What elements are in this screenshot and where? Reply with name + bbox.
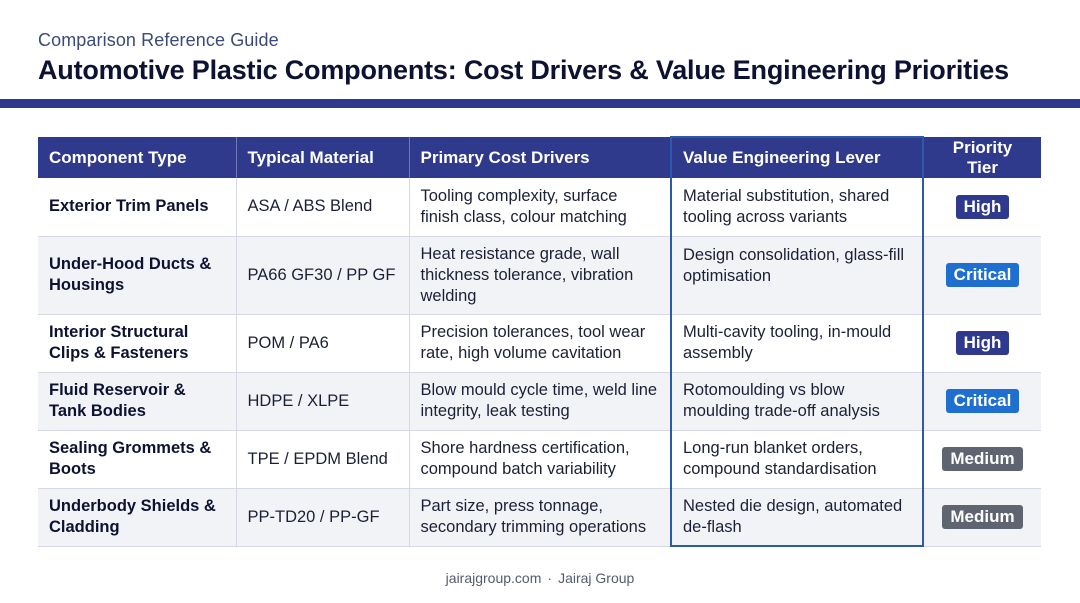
cell-component: Under-Hood Ducts & Housings	[38, 236, 237, 315]
cell-priority: High	[923, 178, 1041, 237]
priority-badge: High	[955, 331, 1010, 355]
cell-material: PA66 GF30 / PP GF	[236, 236, 410, 315]
cell-priority: Medium	[923, 488, 1041, 547]
table-row: Fluid Reservoir & Tank Bodies HDPE / XLP…	[38, 372, 1041, 431]
cell-cost-drivers: Heat resistance grade, wall thickness to…	[409, 236, 672, 315]
table-row: Under-Hood Ducts & Housings PA66 GF30 / …	[38, 236, 1041, 315]
cell-value-lever: Design consolidation, glass-fill optimis…	[670, 236, 924, 315]
cell-cost-drivers: Tooling complexity, surface finish class…	[409, 178, 672, 237]
cell-component: Underbody Shields & Cladding	[38, 488, 237, 547]
cell-cost-drivers: Part size, press tonnage, secondary trim…	[409, 488, 672, 547]
header-value-engineering-lever: Value Engineering Lever	[670, 136, 924, 178]
cell-material: PP-TD20 / PP-GF	[236, 488, 410, 547]
cell-component: Exterior Trim Panels	[38, 178, 237, 237]
table-row: Interior Structural Clips & Fasteners PO…	[38, 314, 1041, 373]
priority-badge: Medium	[942, 505, 1023, 529]
eyebrow-label: Comparison Reference Guide	[38, 30, 279, 50]
cell-cost-drivers: Precision tolerances, tool wear rate, hi…	[409, 314, 672, 373]
page-title: Automotive Plastic Components: Cost Driv…	[38, 55, 1009, 85]
footer-site-link[interactable]: jairajgroup.com	[445, 570, 542, 586]
priority-badge: Critical	[945, 263, 1020, 287]
cell-component: Fluid Reservoir & Tank Bodies	[38, 372, 237, 431]
cell-priority: High	[923, 314, 1041, 373]
cell-value-lever: Rotomoulding vs blow moulding trade-off …	[670, 372, 924, 431]
table-header-row: Component Type Typical Material Primary …	[38, 136, 1041, 178]
cell-value-lever: Long-run blanket orders, compound standa…	[670, 430, 924, 489]
cell-value-lever: Nested die design, automated de-flash	[670, 488, 924, 547]
table-row: Exterior Trim Panels ASA / ABS Blend Too…	[38, 178, 1041, 237]
comparison-table: Component Type Typical Material Primary …	[38, 136, 1041, 547]
cell-priority: Critical	[923, 236, 1041, 315]
cell-priority: Medium	[923, 430, 1041, 489]
header-component-type: Component Type	[38, 137, 237, 178]
cell-component: Interior Structural Clips & Fasteners	[38, 314, 237, 373]
cell-priority: Critical	[923, 372, 1041, 431]
priority-badge: Critical	[945, 389, 1020, 413]
cell-material: TPE / EPDM Blend	[236, 430, 410, 489]
priority-badge: Medium	[942, 447, 1023, 471]
header-primary-cost-drivers: Primary Cost Drivers	[409, 137, 672, 178]
header-divider	[0, 99, 1080, 108]
cell-cost-drivers: Blow mould cycle time, weld line integri…	[409, 372, 672, 431]
header-typical-material: Typical Material	[236, 137, 410, 178]
cell-value-lever: Material substitution, shared tooling ac…	[670, 178, 924, 237]
table-row: Underbody Shields & Cladding PP-TD20 / P…	[38, 488, 1041, 547]
footer-separator: ·	[547, 570, 553, 586]
cell-material: HDPE / XLPE	[236, 372, 410, 431]
cell-material: POM / PA6	[236, 314, 410, 373]
table-row: Sealing Grommets & Boots TPE / EPDM Blen…	[38, 430, 1041, 489]
cell-material: ASA / ABS Blend	[236, 178, 410, 237]
cell-value-lever: Multi-cavity tooling, in-mould assembly	[670, 314, 924, 373]
priority-badge: High	[955, 194, 1010, 219]
cell-cost-drivers: Shore hardness certification, compound b…	[409, 430, 672, 489]
footer-company: Jairaj Group	[558, 570, 635, 586]
cell-component: Sealing Grommets & Boots	[38, 430, 237, 489]
header-priority-tier: Priority Tier	[923, 137, 1041, 178]
footer: jairajgroup.com · Jairaj Group	[0, 570, 1080, 586]
